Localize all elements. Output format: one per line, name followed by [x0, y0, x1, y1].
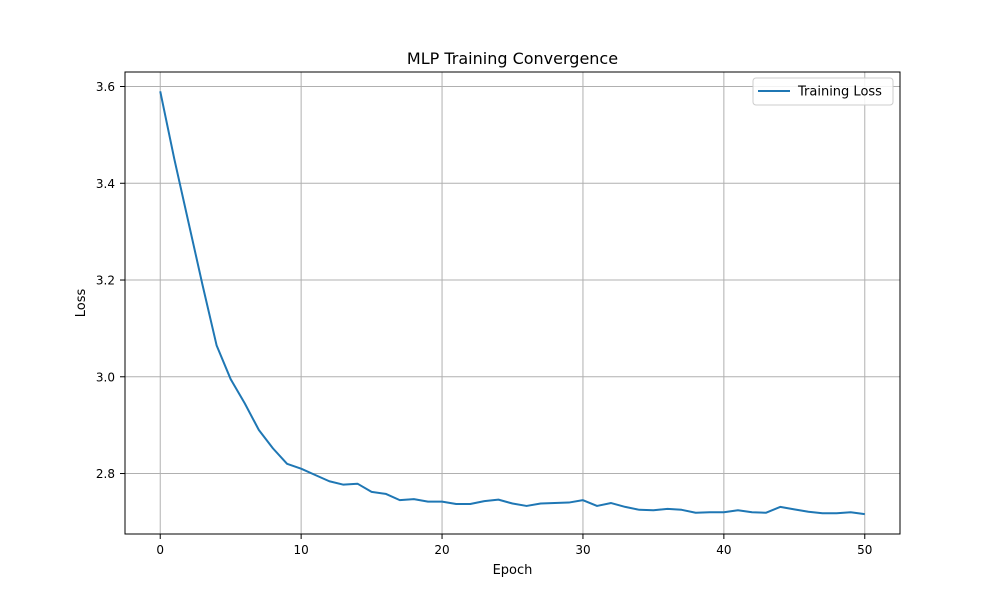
chart-title: MLP Training Convergence	[407, 49, 618, 68]
series-line-training-loss	[159, 91, 865, 516]
y-axis-label: Loss	[74, 289, 89, 318]
y-tick-label: 3.0	[96, 370, 115, 384]
y-tick-label: 3.4	[96, 177, 115, 191]
x-axis-label: Epoch	[493, 563, 533, 578]
x-tick-label: 20	[434, 543, 449, 557]
x-tick-label: 10	[293, 543, 308, 557]
x-tick-label: 0	[156, 543, 164, 557]
x-tick-label: 30	[575, 543, 590, 557]
x-tick-label: 50	[857, 543, 872, 557]
y-tick-label: 3.2	[96, 274, 115, 288]
x-axis: 0 10 20 30 40 50	[156, 534, 872, 557]
y-axis: 2.8 3.0 3.2 3.4 3.6	[96, 80, 125, 481]
legend-box	[752, 77, 894, 106]
x-tick-label: 40	[716, 543, 731, 557]
y-tick-label: 2.8	[96, 467, 115, 481]
plot-frame	[124, 71, 901, 535]
series-layer	[159, 91, 865, 516]
grid	[125, 72, 900, 534]
legend-label-training-loss: Training Loss	[797, 85, 882, 100]
legend: Training Loss	[752, 77, 894, 106]
y-tick-label: 3.6	[96, 80, 115, 94]
